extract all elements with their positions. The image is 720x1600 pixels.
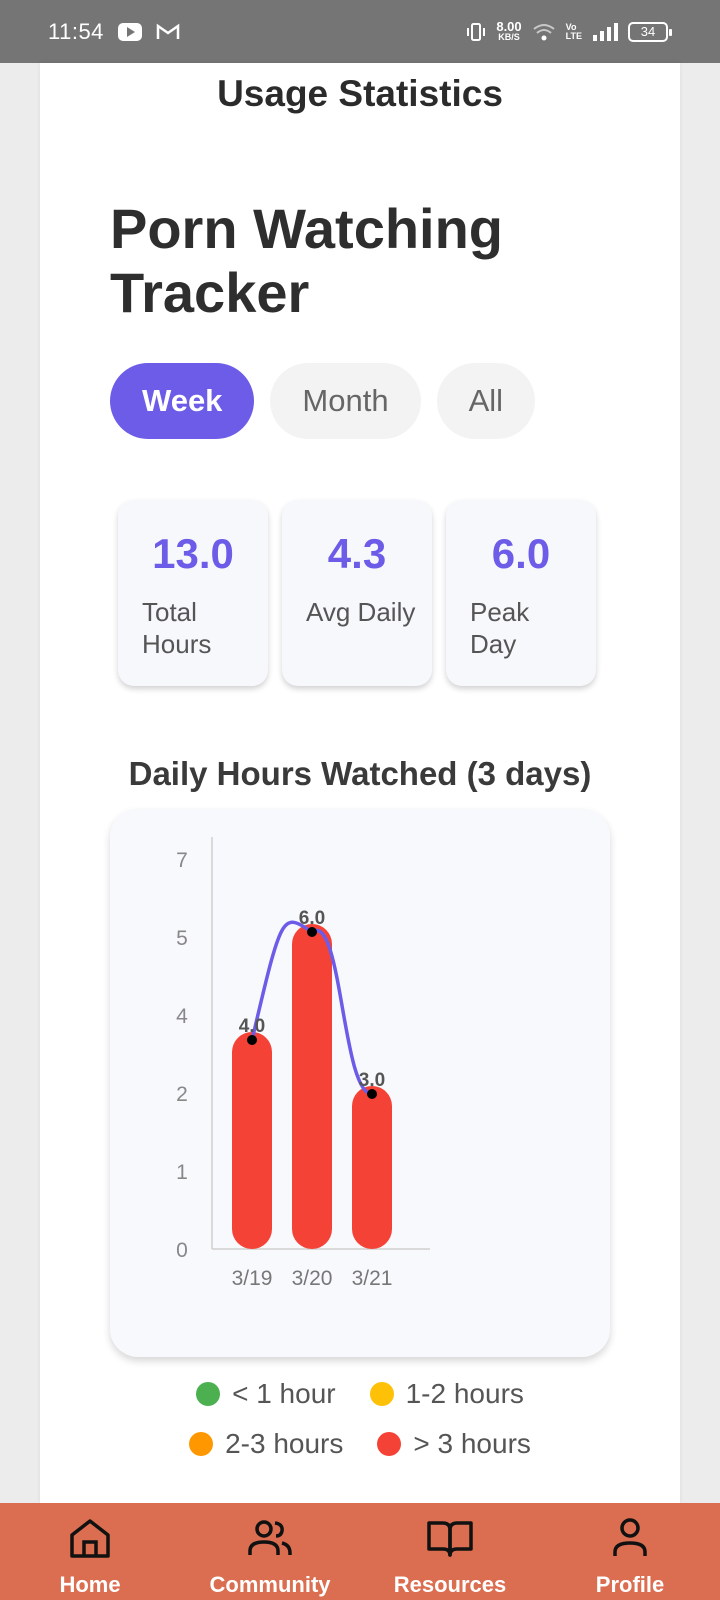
y-tick-label: 4: [176, 1005, 188, 1028]
net-speed-value: 8.00: [496, 18, 522, 34]
volte-bottom: LTE: [565, 30, 582, 41]
data-point-3/20: [307, 927, 317, 937]
bar-3/20: [292, 924, 332, 1249]
stat-avg-label: Avg Daily: [306, 597, 416, 627]
y-tick-label: 2: [176, 1083, 188, 1106]
chart-title: Daily Hours Watched (3 days): [128, 755, 592, 792]
data-label-3/21: 3.0: [359, 1070, 385, 1091]
youtube-icon: [117, 22, 142, 41]
page-title: Usage Statistics: [217, 73, 503, 114]
nav-home[interactable]: Home: [0, 1513, 180, 1598]
legend-dot-yellow: [369, 1382, 394, 1406]
tracker-title: Porn Watching Tracker: [110, 197, 504, 324]
battery-level: 34: [640, 24, 656, 39]
data-point-3/19: [247, 1035, 257, 1045]
legend-label: > 3 hours: [413, 1428, 531, 1459]
y-tick-label: 1: [176, 1161, 188, 1184]
stat-avg-value: 4.3: [327, 530, 387, 577]
x-tick-label: 3/20: [292, 1267, 333, 1290]
legend-dot-red: [377, 1432, 402, 1456]
stat-peak-value: 6.0: [491, 530, 551, 577]
status-time: 11:54: [48, 18, 104, 44]
data-label-3/20: 6.0: [299, 908, 325, 929]
period-tabs: Week Month All: [110, 363, 536, 439]
stat-peak-label: Peak Day: [470, 597, 530, 659]
legend: < 1 hour 1-2 hours 2-3 hours > 3 hours: [40, 1378, 680, 1478]
bar-3/21: [352, 1086, 392, 1249]
legend-label: 2-3 hours: [225, 1428, 344, 1459]
nav-community[interactable]: Community: [180, 1513, 360, 1598]
y-tick-label: 7: [176, 849, 188, 872]
tab-week[interactable]: Week: [110, 363, 255, 439]
content-card: Usage Statistics Porn Watching Tracker W…: [40, 63, 680, 1503]
battery-icon: 34: [628, 21, 672, 42]
stats-row: 13.0 Total Hours 4.3 Avg Daily 6.0 Peak …: [118, 500, 596, 686]
legend-label: < 1 hour: [232, 1378, 336, 1409]
legend-item-2-3: 2-3 hours: [189, 1428, 343, 1460]
y-tick-label: 0: [176, 1239, 188, 1262]
stat-card-avg: 4.3 Avg Daily: [282, 500, 432, 686]
legend-item-lt1: < 1 hour: [196, 1378, 336, 1410]
stat-total-value: 13.0: [152, 530, 234, 577]
legend-item-gt3: > 3 hours: [377, 1428, 531, 1460]
x-tick-label: 3/19: [232, 1267, 273, 1290]
nav-profile[interactable]: Profile: [540, 1513, 720, 1598]
nav-community-label: Community: [209, 1572, 331, 1597]
legend-item-1-2: 1-2 hours: [369, 1378, 524, 1410]
nav-resources-label: Resources: [393, 1572, 507, 1597]
stat-total-label: Total Hours: [142, 597, 212, 659]
bar-3/19: [232, 1032, 272, 1249]
wifi-icon: [532, 23, 556, 41]
legend-label: 1-2 hours: [405, 1378, 524, 1409]
legend-dot-green: [196, 1382, 221, 1406]
daily-hours-chart: 0 1 2 4 5 7 3/19 3/20 3/21 4.0 6.0 3.0: [176, 837, 430, 1290]
tab-month[interactable]: Month: [270, 363, 421, 439]
data-point-3/21: [367, 1089, 377, 1099]
nav-resources[interactable]: Resources: [360, 1513, 540, 1598]
bottom-nav: Home Community Resources Profile: [0, 1503, 720, 1600]
y-tick-label: 5: [176, 927, 188, 950]
gmail-icon: [156, 23, 180, 41]
net-speed-unit: KB/S: [498, 31, 520, 42]
vibrate-icon: [466, 22, 486, 42]
community-icon: [245, 1513, 295, 1568]
signal-icon: [592, 22, 618, 41]
profile-icon: [605, 1513, 655, 1568]
net-speed: 8.00 KB/S: [496, 18, 522, 43]
book-icon: [425, 1513, 475, 1568]
nav-profile-label: Profile: [595, 1572, 665, 1597]
legend-dot-orange: [189, 1432, 214, 1456]
volte-indicator: Vo LTE: [565, 21, 582, 41]
x-tick-label: 3/21: [352, 1267, 393, 1290]
stat-card-peak: 6.0 Peak Day: [446, 500, 596, 686]
stat-card-total: 13.0 Total Hours: [118, 500, 268, 686]
chart-card: 0 1 2 4 5 7 3/19 3/20 3/21 4.0 6.0 3.0: [110, 809, 610, 1357]
nav-home-label: Home: [59, 1572, 121, 1597]
tab-all[interactable]: All: [436, 363, 536, 439]
volte-top: Vo: [565, 21, 577, 32]
data-label-3/19: 4.0: [239, 1016, 265, 1037]
home-icon: [65, 1513, 115, 1568]
status-bar: 11:54 8.00 KB/S Vo LTE 34: [0, 0, 720, 63]
